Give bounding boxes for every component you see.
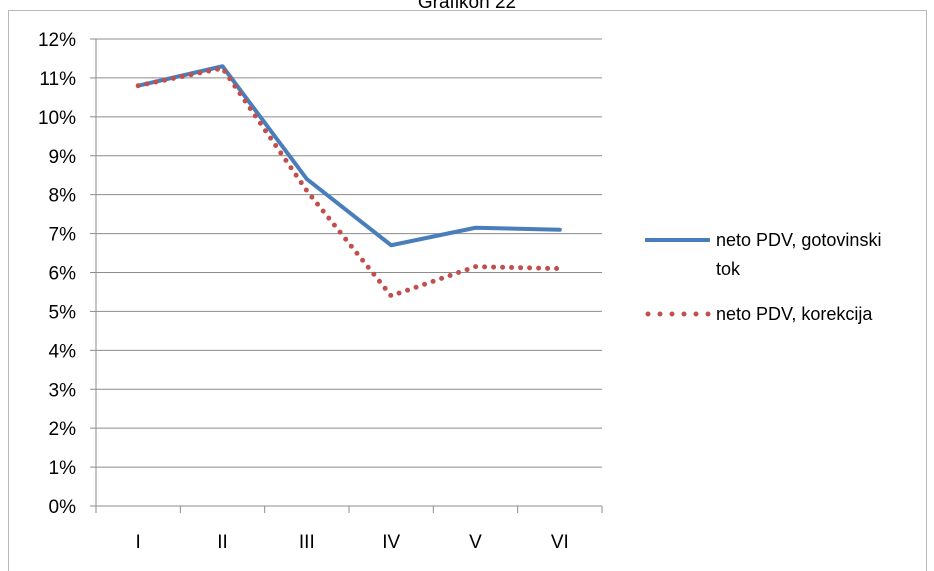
- legend-label-2: neto PDV, korekcija: [716, 304, 873, 324]
- x-tick-label: III: [299, 532, 315, 553]
- y-tick-label: 12%: [38, 30, 76, 51]
- axes: 0%1%2%3%4%5%6%7%8%9%10%11%12%I II III IV V VI: [38, 30, 603, 553]
- x-tick-label: I: [136, 532, 141, 553]
- y-tick-label: 7%: [49, 225, 77, 246]
- series-line-2: [135, 65, 563, 299]
- legend-label-1: tok: [716, 259, 741, 279]
- x-tick-label: VI: [551, 532, 569, 553]
- y-tick-label: 9%: [49, 147, 77, 168]
- y-tick-label: 3%: [49, 380, 77, 401]
- y-tick-label: 11%: [39, 69, 76, 90]
- x-tick-label: IV: [382, 532, 400, 553]
- legend: neto PDV, gotovinski tok neto PDV, korekci…: [645, 230, 881, 324]
- chart-title: Grafikon 22: [417, 0, 517, 13]
- y-tick-label: 6%: [49, 264, 77, 285]
- x-tick-label: II: [217, 532, 228, 553]
- y-tick-label: 10%: [38, 108, 76, 129]
- series-lines: [135, 64, 563, 299]
- chart-frame: [8, 10, 927, 571]
- x-tick-label: V: [469, 532, 482, 553]
- y-tick-label: 5%: [49, 302, 77, 323]
- legend-label-1: neto PDV, gotovinski: [716, 230, 881, 250]
- gridlines: [96, 38, 602, 468]
- y-tick-label: 4%: [49, 341, 77, 362]
- y-tick-label: 2%: [49, 419, 77, 440]
- y-tick-label: 8%: [49, 186, 77, 207]
- y-tick-label: 1%: [49, 458, 77, 479]
- y-tick-label: 0%: [49, 497, 77, 518]
